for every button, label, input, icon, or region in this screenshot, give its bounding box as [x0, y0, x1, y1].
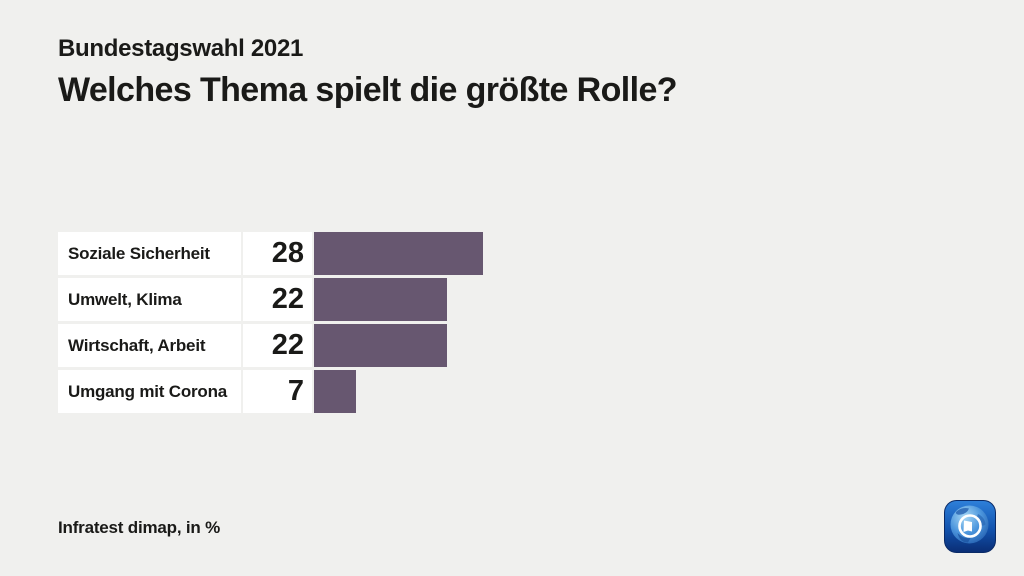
tagesschau-logo-icon [944, 500, 996, 553]
chart-row: Umwelt, Klima 22 [58, 278, 483, 321]
tagesschau-logo [944, 500, 996, 553]
bar [314, 232, 483, 275]
page-title: Welches Thema spielt die größte Rolle? [58, 71, 678, 110]
bar [314, 324, 447, 367]
bar [314, 278, 447, 321]
value-label: 7 [243, 370, 312, 413]
chart-row: Umgang mit Corona 7 [58, 370, 483, 413]
bar [314, 370, 356, 413]
category-label: Soziale Sicherheit [58, 232, 241, 275]
kicker: Bundestagswahl 2021 [58, 35, 304, 62]
source-note: Infratest dimap, in % [58, 518, 221, 537]
category-label: Umgang mit Corona [58, 370, 241, 413]
value-label: 28 [243, 232, 312, 275]
chart-row: Wirtschaft, Arbeit 22 [58, 324, 483, 367]
chart-row: Soziale Sicherheit 28 [58, 232, 483, 275]
category-label: Wirtschaft, Arbeit [58, 324, 241, 367]
header: Bundestagswahl 2021 Welches Thema spielt… [58, 35, 678, 110]
value-label: 22 [243, 324, 312, 367]
bar-chart: Soziale Sicherheit 28 Umwelt, Klima 22 W… [58, 232, 483, 416]
value-label: 22 [243, 278, 312, 321]
category-label: Umwelt, Klima [58, 278, 241, 321]
